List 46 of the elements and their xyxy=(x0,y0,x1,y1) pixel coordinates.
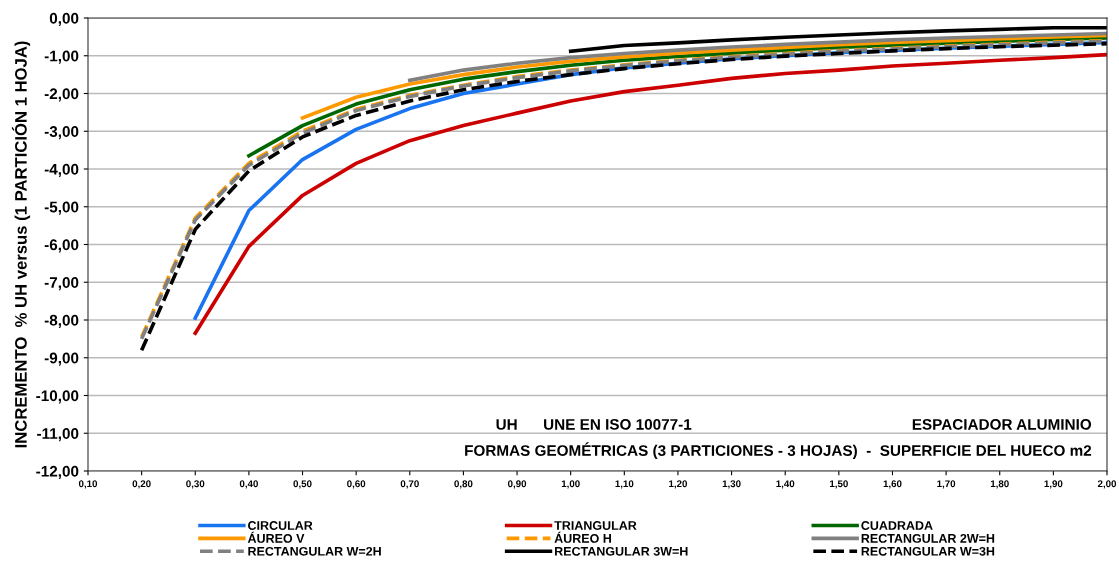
y-tick-label: -4,00 xyxy=(44,163,79,177)
y-tick-label: -1,00 xyxy=(44,50,79,64)
legend-label: TRIANGULAR xyxy=(554,521,637,530)
x-tick-label: 1,30 xyxy=(722,480,741,489)
y-tick-label: -6,00 xyxy=(44,239,79,253)
x-tick-label: 0,10 xyxy=(78,480,98,489)
y-tick-label: -10,00 xyxy=(36,390,79,404)
legend-label: RECTANGULAR 3W=H xyxy=(555,546,688,556)
x-tick-label: 2,00 xyxy=(1097,480,1117,489)
x-tick-label: 1,50 xyxy=(829,480,848,489)
y-tick-label: -3,00 xyxy=(44,126,79,140)
x-tick-label: 0,20 xyxy=(132,480,151,489)
y-tick-label: -8,00 xyxy=(44,314,79,328)
legend-label: CIRCULAR xyxy=(248,521,313,530)
annotation: ESPACIADOR ALUMINIO xyxy=(912,418,1092,430)
x-tick-label: 1,60 xyxy=(883,480,902,489)
annotation: FORMAS GEOMÉTRICAS (3 PARTICIONES - 3 HOJAS) - SUPERFICIE DEL HUECO m2 xyxy=(465,442,1092,459)
x-tick-label: 1,10 xyxy=(615,480,634,489)
y-tick-label: -2,00 xyxy=(44,88,79,102)
legend-label: CUADRADA xyxy=(861,521,933,530)
x-tick-label: 0,90 xyxy=(507,480,527,489)
x-tick-label: 0,60 xyxy=(347,480,366,489)
y-axis-title: INCREMENTO % UH versus (1 PARTICIÓN 1 HOJA) xyxy=(11,41,31,448)
legend-label: RECTANGULAR W=2H xyxy=(248,546,381,556)
x-tick-label: 1,40 xyxy=(776,480,795,489)
legend-label: ÁUREO V xyxy=(247,531,305,543)
x-tick-label: 1,70 xyxy=(937,480,956,489)
legend-label: RECTANGULAR 2W=H xyxy=(861,533,995,543)
annotation: UH UNE EN ISO 10077-1 xyxy=(496,418,692,430)
x-tick-label: 0,70 xyxy=(400,480,419,489)
y-tick-label: -12,00 xyxy=(36,465,79,479)
x-tick-label: 1,80 xyxy=(990,480,1009,489)
y-tick-label: -5,00 xyxy=(44,201,79,215)
x-tick-label: 0,40 xyxy=(239,480,258,489)
x-tick-label: 0,30 xyxy=(186,480,205,489)
y-tick-label: -7,00 xyxy=(44,277,79,291)
x-tick-label: 0,50 xyxy=(293,480,312,489)
y-tick-label: 0,00 xyxy=(49,12,79,26)
x-tick-label: 1,90 xyxy=(1044,480,1063,489)
x-tick-label: 1,00 xyxy=(561,480,580,489)
legend-label: RECTANGULAR W=3H xyxy=(861,546,995,556)
x-tick-label: 0,80 xyxy=(454,480,473,489)
x-tick-label: 1,20 xyxy=(669,480,688,489)
legend-label: ÁUREO H xyxy=(554,531,611,543)
y-tick-label: -11,00 xyxy=(37,428,79,442)
y-tick-label: -9,00 xyxy=(44,352,79,366)
